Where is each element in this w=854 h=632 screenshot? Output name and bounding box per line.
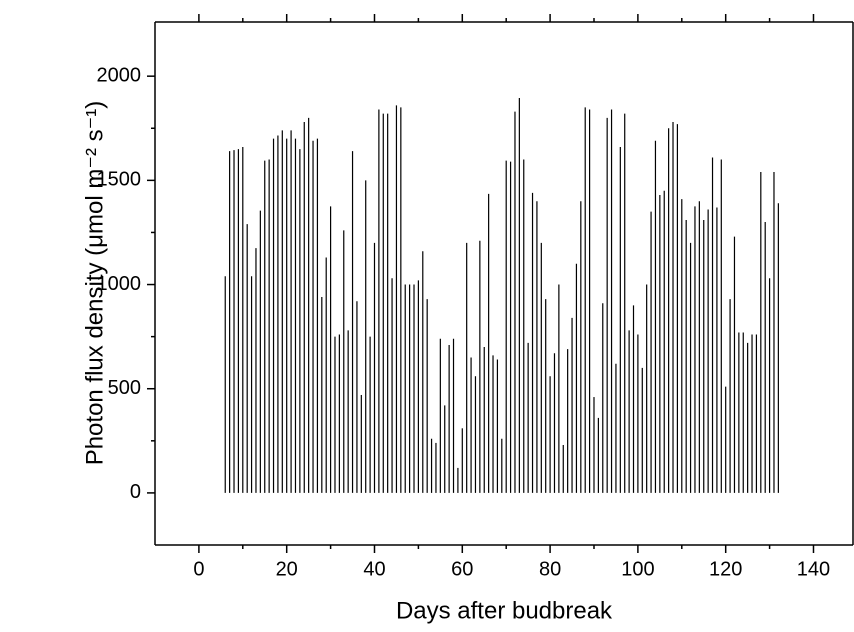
x-tick-label: 40 [363,558,385,580]
x-tick-label: 80 [539,558,561,580]
x-tick-label: 20 [276,558,298,580]
y-tick-label: 0 [130,481,141,503]
y-tick-label: 2000 [97,64,142,86]
y-tick-label: 1500 [97,169,142,191]
y-axis-label: Photon flux density (μmol m⁻² s⁻¹) [81,101,108,466]
x-tick-label: 120 [709,558,742,580]
x-tick-label: 60 [451,558,473,580]
y-tick-label: 500 [108,377,141,399]
y-tick-label: 1000 [97,273,142,295]
x-tick-label: 0 [193,558,204,580]
x-tick-label: 140 [797,558,830,580]
x-axis-label: Days after budbreak [396,597,613,624]
x-tick-label: 100 [621,558,654,580]
